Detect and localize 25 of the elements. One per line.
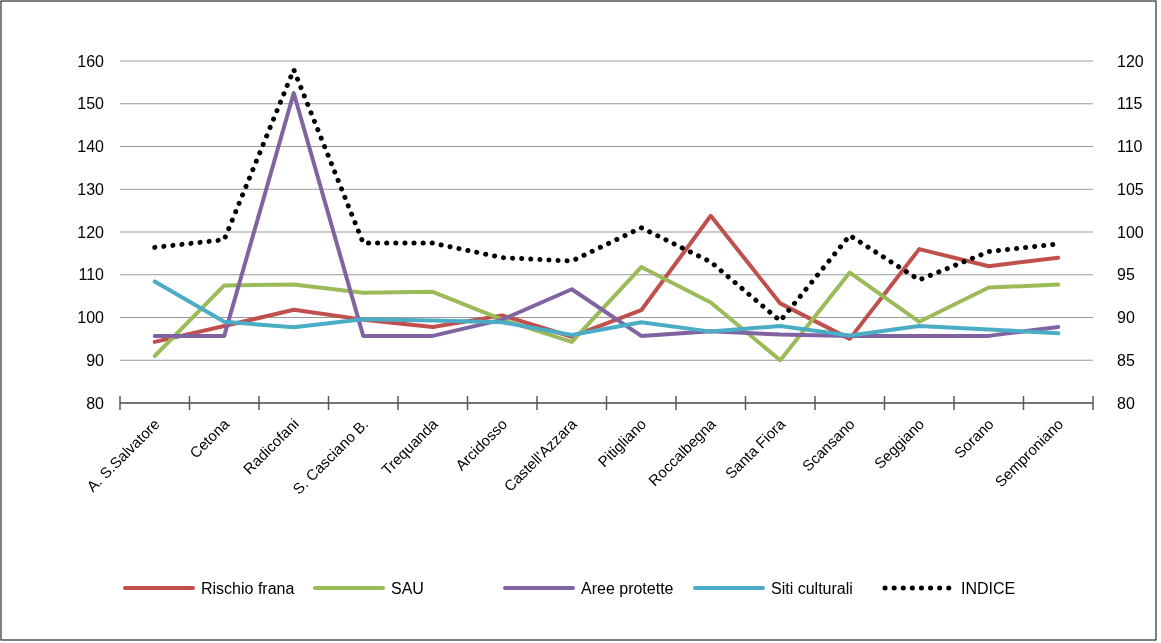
- y2-tick-label: 100: [1117, 223, 1144, 241]
- y-tick-label: 160: [77, 52, 105, 70]
- y-tick-label: 130: [77, 180, 105, 198]
- y-tick-label: 110: [78, 266, 105, 284]
- legend-label: Siti culturali: [771, 579, 853, 597]
- y2-tick-label: 85: [1117, 351, 1135, 369]
- y2-tick-label: 95: [1117, 266, 1135, 284]
- y2-tick-label: 105: [1117, 180, 1144, 198]
- y-tick-label: 150: [77, 95, 105, 113]
- line-series: [152, 279, 1061, 338]
- legend-label: Aree protette: [581, 579, 674, 597]
- y-tick-label: 140: [77, 138, 105, 156]
- y-tick-label: 100: [77, 309, 105, 327]
- legend-label: SAU: [391, 579, 424, 597]
- legend-label: Rischio frana: [201, 579, 295, 597]
- y2-tick-label: 120: [1117, 52, 1144, 70]
- y2-tick-label: 115: [1117, 95, 1143, 113]
- y2-tick-label: 90: [1117, 309, 1135, 327]
- y2-tick-label: 80: [1117, 394, 1135, 412]
- legend-label: INDICE: [961, 579, 1016, 597]
- y-tick-label: 80: [86, 394, 105, 412]
- y-tick-label: 120: [77, 223, 105, 241]
- y2-tick-label: 110: [1117, 138, 1143, 156]
- y-tick-label: 90: [86, 351, 105, 369]
- line-series: [152, 265, 1061, 363]
